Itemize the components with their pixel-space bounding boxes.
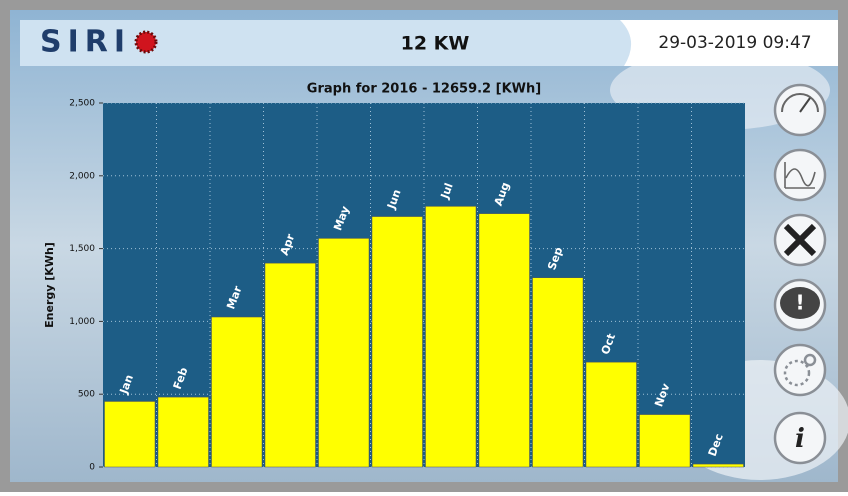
bar xyxy=(372,217,423,467)
y-tick-label: 1,000 xyxy=(69,317,95,327)
bar xyxy=(105,401,156,467)
settings-button[interactable] xyxy=(775,345,825,395)
screen: SIRI 12 KW 29-03-2019 09:47 Graph for 20… xyxy=(0,0,848,492)
tools-button[interactable] xyxy=(775,215,825,265)
bar xyxy=(640,415,691,467)
bar xyxy=(479,214,530,467)
logo: SIRI xyxy=(40,25,131,60)
y-axis-label: Energy [KWh] xyxy=(43,242,56,328)
bar xyxy=(586,362,637,467)
datetime: 29-03-2019 09:47 xyxy=(658,33,811,53)
y-tick-label: 500 xyxy=(78,390,95,400)
y-tick-label: 1,500 xyxy=(69,244,95,254)
y-tick-label: 2,000 xyxy=(69,171,95,181)
bar xyxy=(319,238,370,467)
svg-text:i: i xyxy=(795,424,805,454)
alarm-button[interactable]: ! xyxy=(775,280,825,330)
bar xyxy=(533,278,584,467)
power: 12 KW xyxy=(401,33,470,55)
logo-sun xyxy=(136,32,156,52)
bar xyxy=(158,397,209,467)
bar xyxy=(693,464,744,467)
chart-title: Graph for 2016 - 12659.2 [KWh] xyxy=(307,82,541,97)
y-tick-label: 0 xyxy=(89,463,95,473)
bar xyxy=(426,206,477,467)
y-tick-label: 2,500 xyxy=(69,99,95,109)
bar xyxy=(265,263,316,467)
page: SIRI 12 KW 29-03-2019 09:47 Graph for 20… xyxy=(0,0,848,492)
graph-button[interactable] xyxy=(775,150,825,200)
svg-text:!: ! xyxy=(795,291,804,315)
gauge-button[interactable] xyxy=(775,85,825,135)
bar xyxy=(212,317,263,467)
info-button[interactable]: i xyxy=(775,413,825,463)
